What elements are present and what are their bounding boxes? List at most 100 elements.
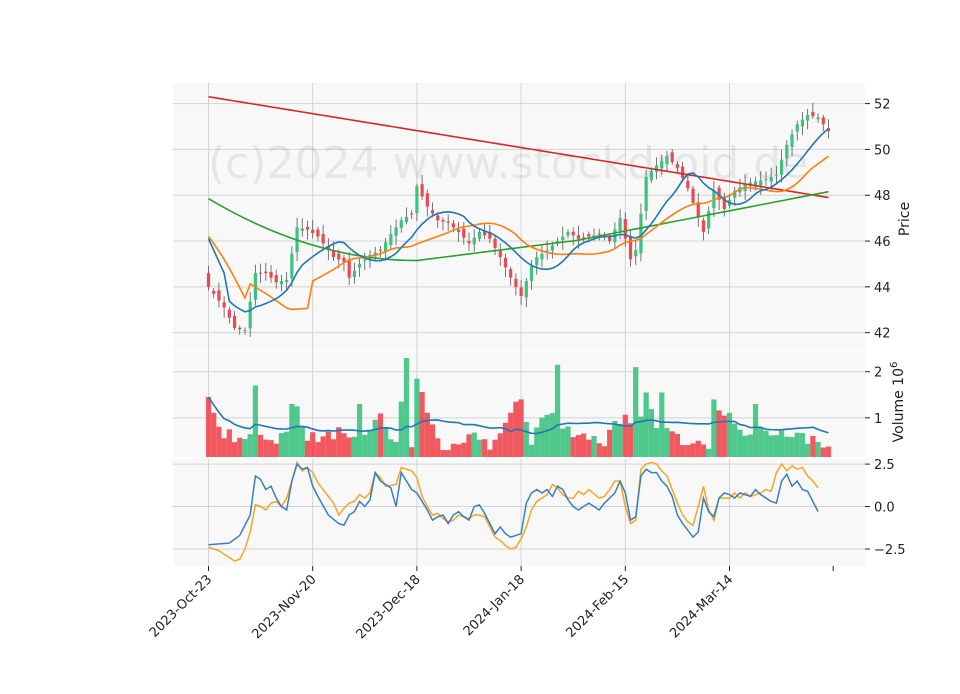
price-tick-label: 50 (874, 143, 891, 158)
candle-body (790, 134, 794, 147)
volume-bar (289, 404, 295, 457)
volume-bars (205, 357, 832, 457)
candle-body (430, 210, 435, 214)
volume-bar (471, 432, 477, 457)
volume-tick-label: 2 (874, 366, 882, 381)
candle-body (524, 281, 528, 298)
x-tick-label: 2024-Jan-18 (461, 572, 528, 639)
volume-bar (304, 440, 311, 457)
volume-bar (383, 428, 389, 457)
candle-body (634, 250, 638, 257)
candle-body (733, 190, 737, 198)
volume-bar (669, 431, 675, 457)
x-tick-label: 2023-Nov-20 (250, 572, 320, 642)
candle-body (587, 234, 591, 237)
candle-body (493, 238, 497, 248)
volume-bar (560, 428, 566, 457)
volume-bar (315, 442, 321, 457)
macd-panel-bg (173, 459, 865, 566)
volume-bar (805, 443, 811, 457)
candle-body (462, 228, 466, 238)
macd-line (208, 462, 819, 546)
candle-body (774, 174, 778, 176)
volume-bar (466, 434, 472, 457)
volume-bar (429, 424, 436, 457)
macd-tick-label: −2.5 (874, 543, 906, 558)
volume-bar (773, 435, 780, 457)
volume-bar (554, 364, 561, 457)
candle-body (821, 117, 825, 125)
volume-bar (508, 412, 514, 457)
volume-bar (544, 414, 550, 457)
candle-body (545, 250, 549, 252)
volume-bar (273, 443, 279, 457)
candle-body (394, 227, 398, 236)
candle-body (550, 245, 554, 251)
volume-bar (711, 399, 717, 457)
volume-bar (216, 426, 222, 457)
candle-body (331, 250, 336, 258)
volume-bar (247, 434, 253, 457)
candle-body (670, 152, 674, 163)
volume-bar (799, 433, 806, 457)
volume-axis-label: Volume 106 (889, 362, 907, 443)
volume-bar (237, 437, 243, 457)
candle-body (623, 219, 627, 239)
candle-body (722, 196, 726, 209)
candle-body (238, 327, 242, 330)
candle-body (446, 221, 450, 223)
volume-bar (638, 416, 644, 457)
volume-bar (372, 419, 378, 457)
volume-bar (268, 440, 274, 457)
volume-bar (742, 435, 748, 457)
candle-body (514, 278, 518, 287)
candle-body (243, 330, 247, 332)
candle-body (701, 220, 706, 232)
volume-bar (403, 357, 410, 457)
volume-bar (284, 431, 290, 457)
volume-bar (487, 449, 493, 457)
volume-bar (482, 439, 488, 457)
candle-body (410, 213, 414, 215)
volume-bar (523, 421, 529, 457)
x-tick-label: 2023-Dec-18 (354, 572, 424, 642)
volume-bar (601, 446, 608, 457)
volume-bar (627, 423, 634, 457)
volume-bar (450, 443, 456, 457)
volume-bar (341, 433, 347, 457)
candle-body (785, 144, 789, 159)
x-tick-label: 2024-Feb-15 (564, 572, 633, 641)
candle-body (227, 309, 231, 318)
volume-bar (424, 412, 430, 457)
volume-bar (653, 427, 660, 457)
candle-body (571, 231, 575, 236)
candle-body (436, 215, 440, 221)
volume-bar (586, 439, 592, 457)
volume-bar (497, 433, 503, 457)
candle-body (222, 302, 226, 308)
macd-tick-label: 2.5 (874, 458, 895, 473)
price-tick-label: 52 (874, 98, 891, 113)
candle-body (259, 272, 263, 274)
ma-slow-line (208, 190, 829, 262)
volume-bar (336, 427, 342, 457)
volume-bar (242, 438, 248, 457)
volume-bar (664, 428, 670, 457)
candle-body (451, 223, 455, 228)
candle-body (780, 159, 784, 175)
candle-body (337, 253, 341, 260)
ma-long-line (208, 95, 829, 199)
volume-bar (310, 432, 316, 457)
candle-body (639, 213, 643, 254)
volume-bar (617, 423, 623, 457)
volume-bar (622, 414, 628, 457)
volume-bar (768, 435, 774, 457)
candle-body (582, 237, 586, 239)
candle-body (535, 257, 539, 266)
candle-body (498, 250, 502, 258)
price-tick-label: 42 (874, 327, 891, 342)
candle-body (477, 231, 482, 239)
candle-body (441, 219, 445, 222)
